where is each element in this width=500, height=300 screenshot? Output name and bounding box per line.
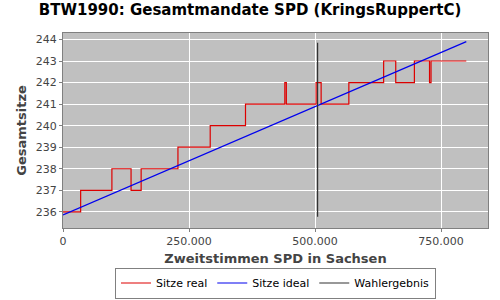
svg-text:240: 240 <box>36 120 57 133</box>
svg-text:Gesamtsitze: Gesamtsitze <box>14 85 29 176</box>
svg-text:500.000: 500.000 <box>292 235 338 248</box>
svg-text:Sitze ideal: Sitze ideal <box>252 277 309 290</box>
svg-text:Wahlergebnis: Wahlergebnis <box>354 277 429 290</box>
svg-text:243: 243 <box>36 55 57 68</box>
svg-text:236: 236 <box>36 206 57 219</box>
svg-text:244: 244 <box>36 33 57 46</box>
svg-text:241: 241 <box>36 98 57 111</box>
svg-text:0: 0 <box>60 235 67 248</box>
svg-text:BTW1990: Gesamtmandate SPD (Kr: BTW1990: Gesamtmandate SPD (KringsRupper… <box>39 1 462 19</box>
svg-text:238: 238 <box>36 163 57 176</box>
svg-text:750.000: 750.000 <box>418 235 464 248</box>
svg-text:250.000: 250.000 <box>166 235 212 248</box>
svg-text:239: 239 <box>36 141 57 154</box>
svg-text:Sitze real: Sitze real <box>156 277 207 290</box>
svg-text:Zweitstimmen SPD in Sachsen: Zweitstimmen SPD in Sachsen <box>164 251 386 266</box>
svg-text:242: 242 <box>36 76 57 89</box>
svg-text:237: 237 <box>36 184 57 197</box>
